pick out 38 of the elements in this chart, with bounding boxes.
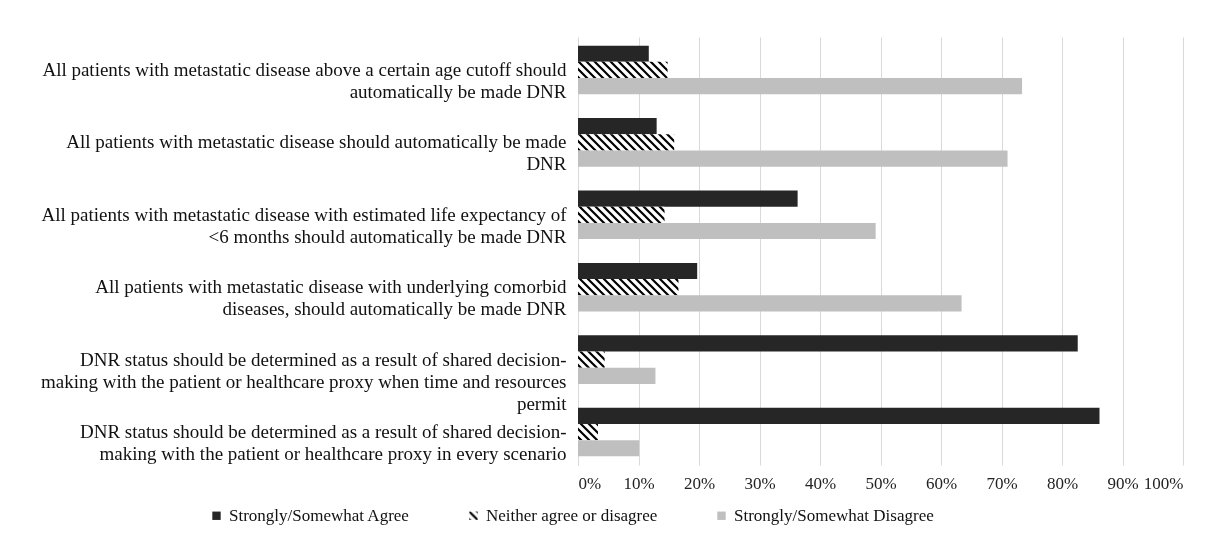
bar xyxy=(578,78,1023,95)
x-tick-label: 0% xyxy=(578,473,602,493)
x-tick-label: 100% xyxy=(1143,473,1184,493)
bar xyxy=(578,61,668,79)
x-tick-label: 30% xyxy=(744,473,776,493)
y-tick-label: DNR status should be determined as a result of shared decision-making with the patient or healthcare proxy in every scenario xyxy=(80,421,567,465)
legend-label: Neither agree or disagree xyxy=(486,505,658,525)
x-tick-label: 70% xyxy=(986,473,1018,493)
legend-label: Strongly/Somewhat Disagree xyxy=(734,505,934,525)
x-tick-label: 10% xyxy=(623,473,655,493)
y-tick-label: All patients with metastatic disease with estimated life expectancy of <6 months should automatically be made DNR xyxy=(41,203,568,247)
x-tick-label: 60% xyxy=(925,473,958,493)
bar xyxy=(578,351,605,368)
bar xyxy=(578,407,1100,424)
y-tick-label: DNR status should be determined as a result of shared decision-making with the patient or healthcare proxy when time and resources permit xyxy=(41,348,568,414)
legend-label: Strongly/Somewhat Agree xyxy=(229,505,409,525)
x-tick-label: 90% xyxy=(1107,473,1139,493)
y-tick-label: All patients with metastatic disease with underlying comorbid diseases, should automatically be made DNR xyxy=(95,276,567,320)
bar xyxy=(578,206,665,223)
bar xyxy=(578,118,657,135)
y-tick-label: All patients with metastatic disease above a certain age cutoff should automatically be made DNR xyxy=(42,58,567,102)
bar xyxy=(578,423,598,441)
bar xyxy=(578,190,798,207)
y-tick-label: All patients with metastatic disease should automatically be made DNR xyxy=(66,131,567,175)
x-tick-label: 20% xyxy=(683,473,716,493)
bar xyxy=(578,150,1008,167)
bar xyxy=(578,262,698,280)
bar xyxy=(578,367,656,384)
x-tick-label: 40% xyxy=(804,473,837,493)
x-tick-label: 80% xyxy=(1046,473,1079,493)
bar xyxy=(578,222,876,240)
bar xyxy=(578,134,675,151)
bar xyxy=(578,279,679,296)
bar xyxy=(578,440,640,457)
x-tick-label: 50% xyxy=(865,473,897,493)
bar xyxy=(578,45,649,62)
bar xyxy=(578,335,1078,352)
bar xyxy=(578,295,962,312)
